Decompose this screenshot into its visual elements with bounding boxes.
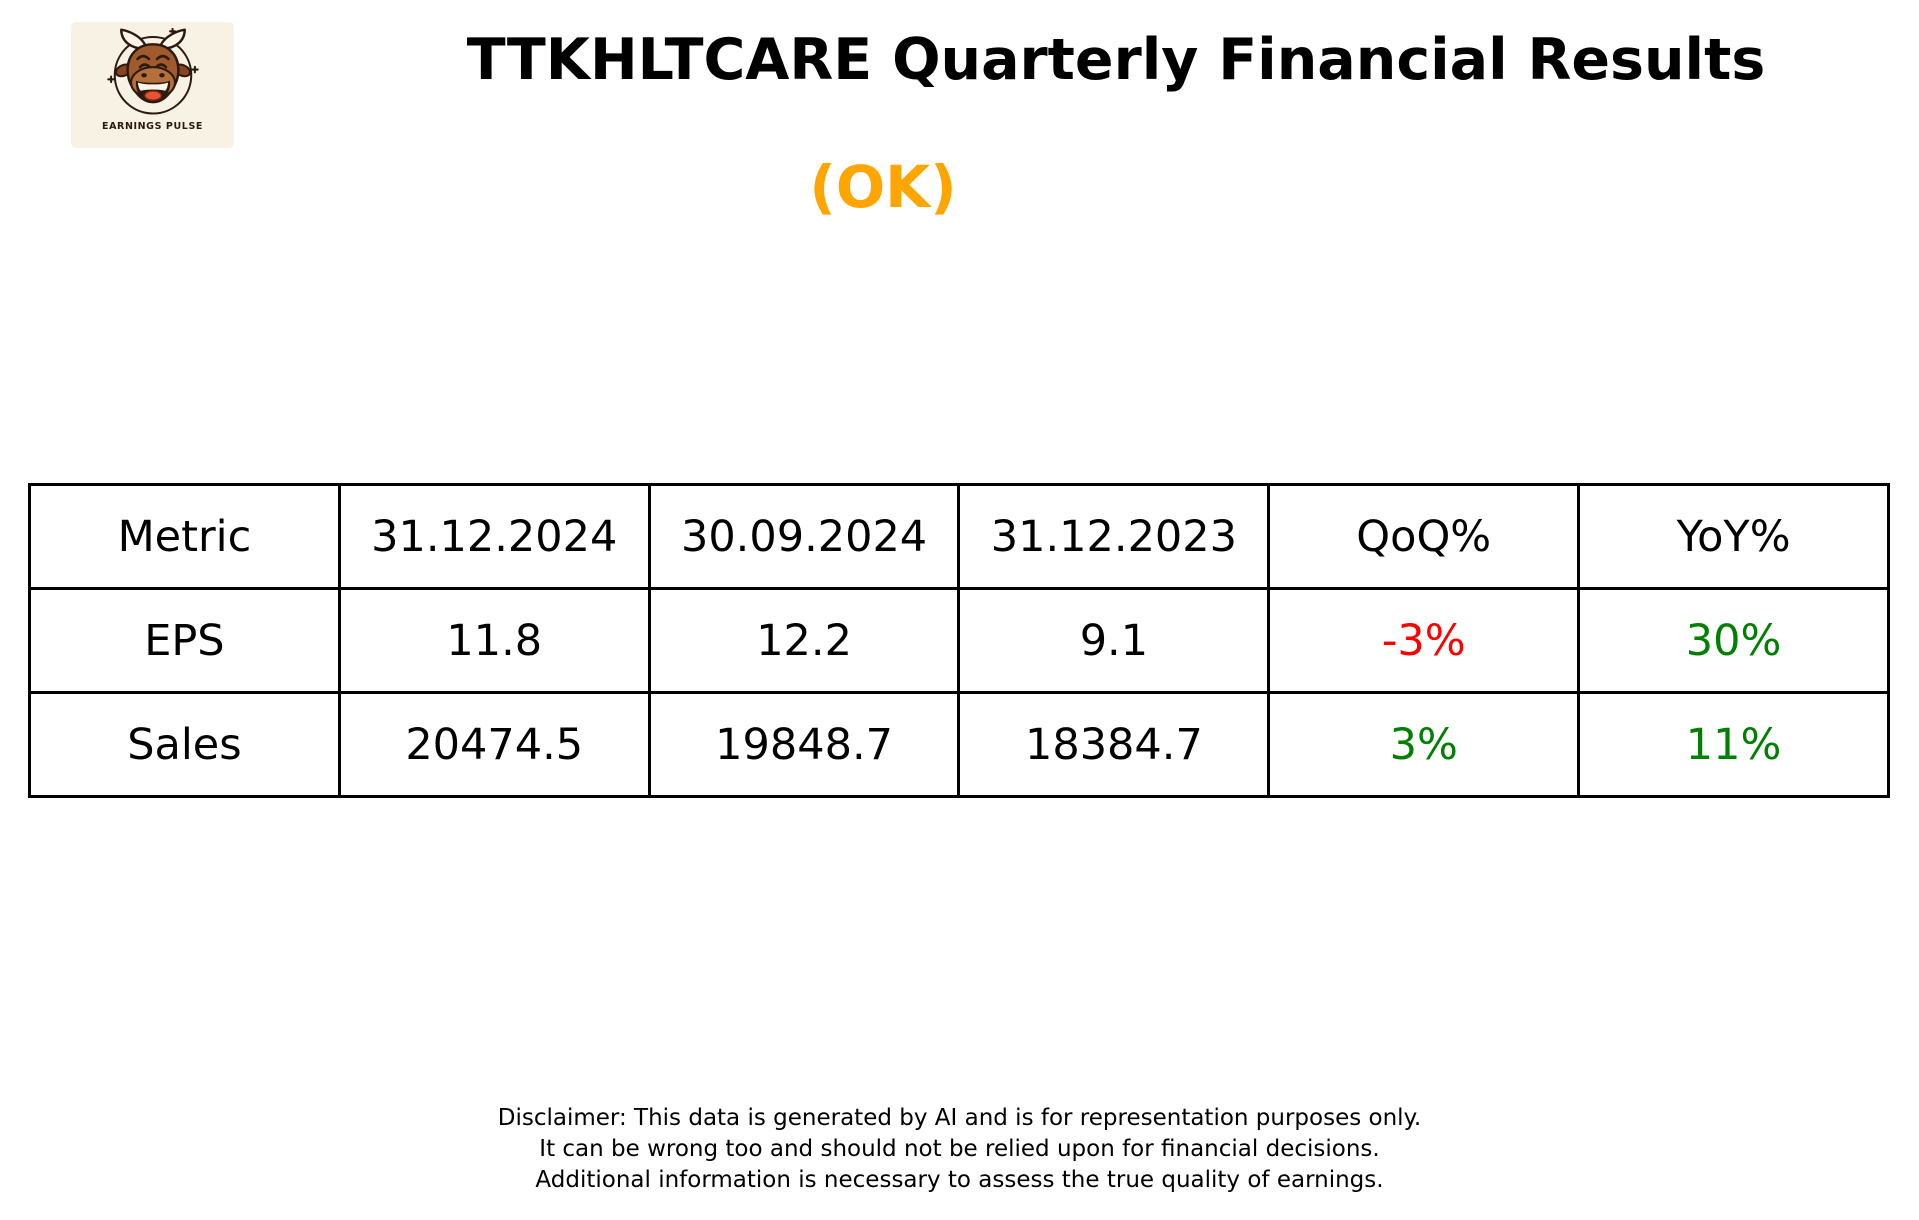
column-header-qoq: QoQ% — [1267, 483, 1581, 590]
disclaimer-line-1: Disclaimer: This data is generated by AI… — [497, 1105, 1422, 1131]
laughing-bull-icon — [106, 27, 199, 115]
sales-metric-label: Sales — [28, 691, 341, 798]
column-header-metric: Metric — [28, 483, 341, 590]
disclaimer-line-3: Additional information is necessary to a… — [535, 1167, 1384, 1193]
sales-yoy-change: 11% — [1577, 691, 1890, 798]
verdict-badge: (OK) — [809, 153, 957, 221]
column-header-q-yearago: 31.12.2023 — [957, 483, 1271, 590]
column-header-q-previous: 30.09.2024 — [647, 483, 961, 590]
sales-qoq-change: 3% — [1267, 691, 1581, 798]
sales-value-yearago: 18384.7 — [957, 691, 1271, 798]
eps-value-yearago: 9.1 — [957, 587, 1271, 694]
financial-results-table: Metric 31.12.2024 30.09.2024 31.12.2023 … — [28, 483, 1890, 798]
table-header-row: Metric 31.12.2024 30.09.2024 31.12.2023 … — [28, 483, 1890, 590]
column-header-yoy: YoY% — [1577, 483, 1890, 590]
earnings-pulse-logo: EARNINGS PULSE — [71, 22, 234, 148]
eps-qoq-change: -3% — [1267, 587, 1581, 694]
eps-value-previous: 12.2 — [647, 587, 961, 694]
disclaimer: Disclaimer: This data is generated by AI… — [0, 1103, 1919, 1196]
table-row-eps: EPS 11.8 12.2 9.1 -3% 30% — [28, 587, 1890, 694]
eps-yoy-change: 30% — [1577, 587, 1890, 694]
logo-brand-text: EARNINGS PULSE — [101, 121, 203, 132]
eps-metric-label: EPS — [28, 587, 341, 694]
table-row-sales: Sales 20474.5 19848.7 18384.7 3% 11% — [28, 691, 1890, 798]
page-title: TTKHLTCARE Quarterly Financial Results — [466, 27, 1766, 93]
eps-value-current: 11.8 — [337, 587, 651, 694]
sales-value-previous: 19848.7 — [647, 691, 961, 798]
disclaimer-line-2: It can be wrong too and should not be re… — [539, 1136, 1380, 1162]
column-header-q-current: 31.12.2024 — [337, 483, 651, 590]
sales-value-current: 20474.5 — [337, 691, 651, 798]
